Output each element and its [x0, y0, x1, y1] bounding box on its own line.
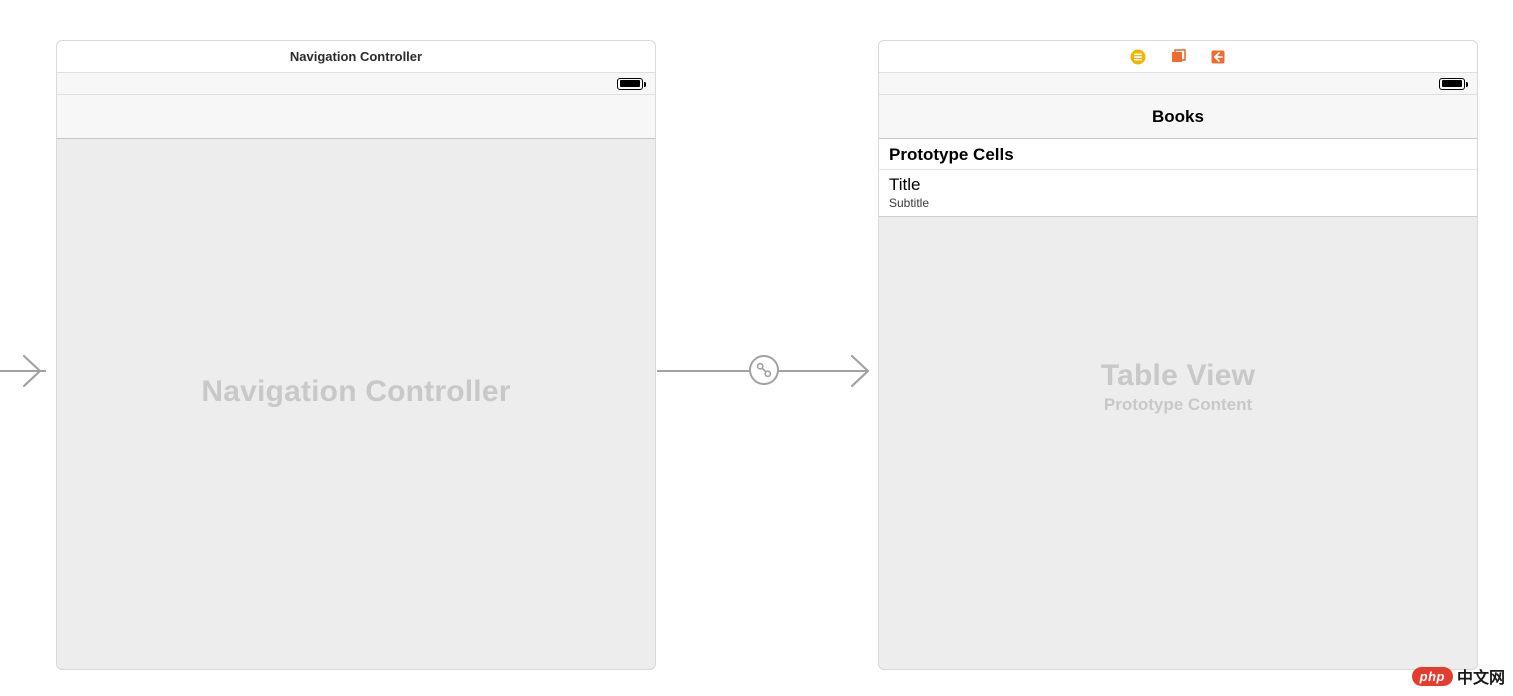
placeholder-label: Table View Prototype Content	[879, 359, 1477, 415]
cell-subtitle: Subtitle	[889, 196, 1467, 210]
chevron-right-icon	[846, 352, 874, 390]
placeholder-title: Table View	[879, 359, 1477, 393]
scene-table-view-controller[interactable]: Books Prototype Cells Title Subtitle Tab…	[878, 40, 1478, 670]
scene-dock	[879, 41, 1477, 73]
scene-title: Navigation Controller	[290, 49, 422, 64]
battery-icon	[1439, 78, 1465, 90]
status-bar	[57, 73, 655, 95]
exit-icon[interactable]	[1210, 49, 1226, 65]
scene-navigation-controller[interactable]: Navigation Controller Navigation Control…	[56, 40, 656, 670]
navigation-bar[interactable]: Books	[879, 95, 1477, 139]
navigation-title: Books	[1152, 107, 1204, 127]
chevron-right-icon	[18, 352, 46, 390]
navigation-bar	[57, 95, 655, 139]
first-responder-icon[interactable]	[1170, 49, 1186, 65]
view-controller-icon[interactable]	[1130, 49, 1146, 65]
prototype-cells-header: Prototype Cells	[879, 139, 1477, 170]
placeholder-text: Navigation Controller	[57, 375, 655, 409]
status-bar	[879, 73, 1477, 95]
watermark-text: 中文网	[1457, 664, 1505, 688]
battery-icon	[617, 78, 643, 90]
watermark-badge: php	[1412, 667, 1453, 686]
watermark: php 中文网	[1412, 664, 1505, 688]
placeholder-subtitle: Prototype Content	[879, 395, 1477, 415]
placeholder-label: Navigation Controller	[57, 375, 655, 409]
cell-title: Title	[889, 176, 1467, 195]
segue-relationship-icon[interactable]	[749, 355, 779, 385]
scene-title-bar: Navigation Controller	[57, 41, 655, 73]
